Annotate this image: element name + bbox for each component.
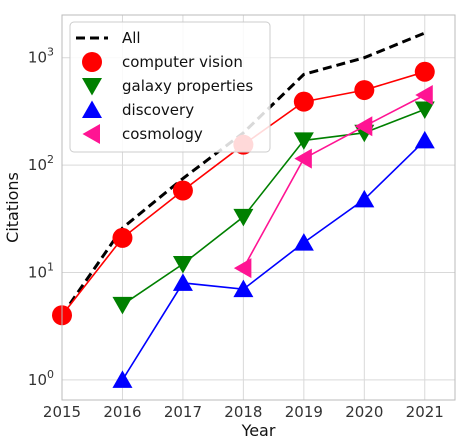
y-tick-label: 102 [28,153,54,174]
legend: All computer vision galaxy properties disco… [70,22,270,152]
data-point-computer-vision [173,181,193,201]
x-tick-label: 2018 [224,403,262,421]
legend-label: All [122,29,141,47]
legend-label: galaxy properties [122,77,253,95]
y-tick-label: 101 [28,261,54,282]
data-point-galaxy-properties [112,297,132,315]
legend-label: discovery [122,101,194,119]
x-axis-title: Year [241,421,276,440]
legend-label: computer vision [122,53,243,71]
y-axis-title: Citations [3,172,22,243]
data-point-discovery [112,370,132,388]
data-point-galaxy-properties [294,132,314,150]
data-point-computer-vision [415,62,435,82]
x-tick-label: 2015 [43,403,81,421]
data-point-galaxy-properties [173,256,193,274]
x-tick-label: 2017 [164,403,202,421]
data-point-computer-vision [112,228,132,248]
series-discovery [112,131,434,388]
x-tick-label: 2016 [103,403,141,421]
y-tick-label: 103 [28,46,54,67]
series-line-discovery [123,140,425,380]
data-point-computer-vision [354,80,374,100]
data-point-discovery [173,273,193,291]
legend-label: cosmology [122,125,203,143]
data-point-discovery [294,233,314,251]
legend-marker-computer-vision [82,52,102,72]
x-tick-label: 2019 [285,403,323,421]
x-tick-label: 2020 [345,403,383,421]
x-tick-label: 2021 [406,403,444,421]
data-point-galaxy-properties [233,209,253,227]
data-point-discovery [415,131,435,149]
data-point-computer-vision [294,92,314,112]
data-point-cosmology [234,258,252,278]
y-tick-label: 100 [28,368,54,389]
